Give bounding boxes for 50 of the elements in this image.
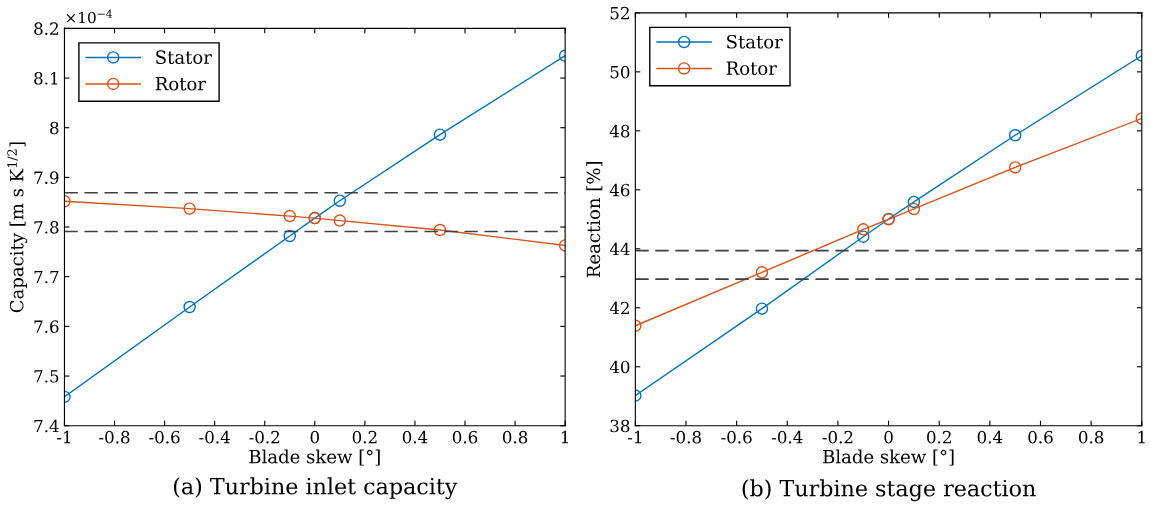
y-tick-label: 7.8 xyxy=(34,221,59,234)
x-axis-title: Blade skew [°] xyxy=(249,449,380,466)
text: ×10$^{−4}$ xyxy=(66,9,113,24)
x-tick-label: -0.8 xyxy=(670,430,701,444)
text: (b) Turbine stage reaction xyxy=(742,479,1036,502)
y-tick-label: 7.6 xyxy=(34,320,59,333)
legend-label: Rotor xyxy=(726,61,777,76)
x-tick-label: -0.6 xyxy=(149,430,180,444)
x-tick-label: 1 xyxy=(1138,430,1145,444)
y-tick-label: 46 xyxy=(609,183,630,197)
y-tick-label: 8 xyxy=(50,121,59,135)
x-tick-label: 0.2 xyxy=(352,430,377,444)
y-tick-label: 40 xyxy=(609,360,630,374)
x-tick-label: 0.4 xyxy=(402,430,428,444)
legend-label: Stator xyxy=(727,34,783,49)
x-tick-label: 0.6 xyxy=(1028,430,1053,444)
y-tick-label: 50 xyxy=(610,65,630,79)
x-tick-label: 0 xyxy=(310,430,319,444)
x-tick-label: -0.6 xyxy=(721,430,752,444)
x-tick-label: 0.8 xyxy=(1078,430,1104,444)
x-axis-title: Blade skew [°] xyxy=(823,449,954,466)
x-tick-label: 1 xyxy=(561,430,569,444)
y-tick-label: 7.9 xyxy=(34,171,59,184)
legend-label: Rotor xyxy=(155,77,206,91)
y-tick-label: 7.5 xyxy=(34,370,59,383)
x-tick-label: -0.2 xyxy=(249,430,280,444)
x-tick-label: -1 xyxy=(627,430,642,444)
x-tick-label: 0.8 xyxy=(502,430,528,444)
y-tick-label: 38 xyxy=(610,419,630,433)
x-tick-label: -0.8 xyxy=(99,430,130,444)
text: (a) Turbine inlet capacity xyxy=(173,477,458,500)
legend-label: Stator xyxy=(156,50,212,65)
y-tick-label: 48 xyxy=(609,124,630,138)
y-tick-label: 7.7 xyxy=(34,270,59,284)
x-tick-label: 0.2 xyxy=(927,430,951,444)
x-tick-label: 0.6 xyxy=(452,430,478,444)
y-tick-label: 52 xyxy=(610,6,629,20)
x-tick-label: 0.4 xyxy=(977,430,1003,444)
x-tick-label: -0.4 xyxy=(771,430,803,444)
x-tick-label: 0 xyxy=(884,430,893,444)
y-axis-title: Reaction [%] xyxy=(586,162,603,278)
x-tick-label: -0.4 xyxy=(199,430,230,444)
y-tick-label: 42 xyxy=(609,301,629,315)
y-tick-label: 7.4 xyxy=(34,419,59,433)
y-tick-label: 8.2 xyxy=(34,22,58,35)
x-tick-label: -1 xyxy=(57,430,71,444)
x-tick-label: -0.2 xyxy=(822,430,853,444)
y-axis-title: Capacity [m s K$^{1/2}$] xyxy=(7,142,28,313)
y-tick-label: 44 xyxy=(609,242,630,256)
y-tick-label: 8.1 xyxy=(34,72,58,85)
